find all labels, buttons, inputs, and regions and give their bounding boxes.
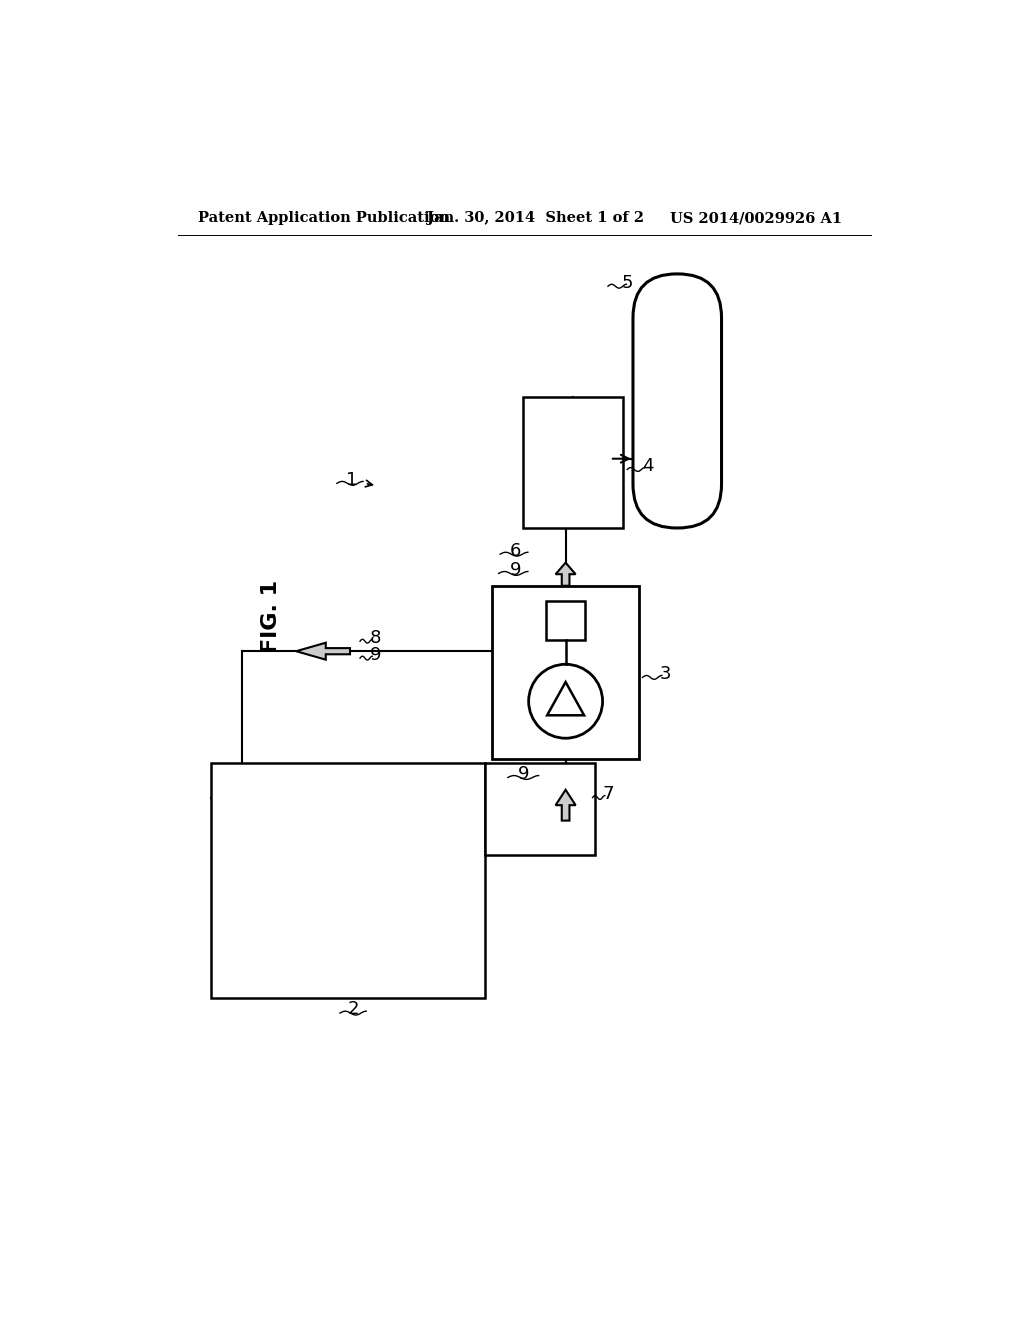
Bar (493, 586, 639, 759)
Bar (211, 763, 484, 998)
Bar (547, 601, 585, 640)
Text: 8: 8 (370, 630, 381, 647)
Text: US 2014/0029926 A1: US 2014/0029926 A1 (670, 211, 842, 226)
Text: 5: 5 (622, 275, 633, 292)
Polygon shape (556, 789, 575, 821)
Bar (523, 397, 624, 528)
Text: Jan. 30, 2014  Sheet 1 of 2: Jan. 30, 2014 Sheet 1 of 2 (427, 211, 644, 226)
Circle shape (528, 664, 602, 738)
Text: FIG. 1: FIG. 1 (261, 579, 281, 653)
FancyBboxPatch shape (633, 275, 722, 528)
Bar (484, 763, 595, 855)
Text: 9: 9 (370, 645, 381, 664)
Text: 1: 1 (346, 471, 357, 490)
Polygon shape (547, 682, 584, 715)
Text: 7: 7 (602, 784, 613, 803)
Text: 9: 9 (510, 561, 521, 579)
Text: 3: 3 (659, 665, 672, 684)
Text: 2: 2 (348, 1001, 359, 1018)
Text: 4: 4 (642, 458, 653, 475)
Polygon shape (296, 643, 350, 660)
Polygon shape (556, 562, 575, 586)
Text: Patent Application Publication: Patent Application Publication (199, 211, 451, 226)
Text: 9: 9 (517, 766, 529, 783)
Text: 6: 6 (510, 543, 521, 560)
